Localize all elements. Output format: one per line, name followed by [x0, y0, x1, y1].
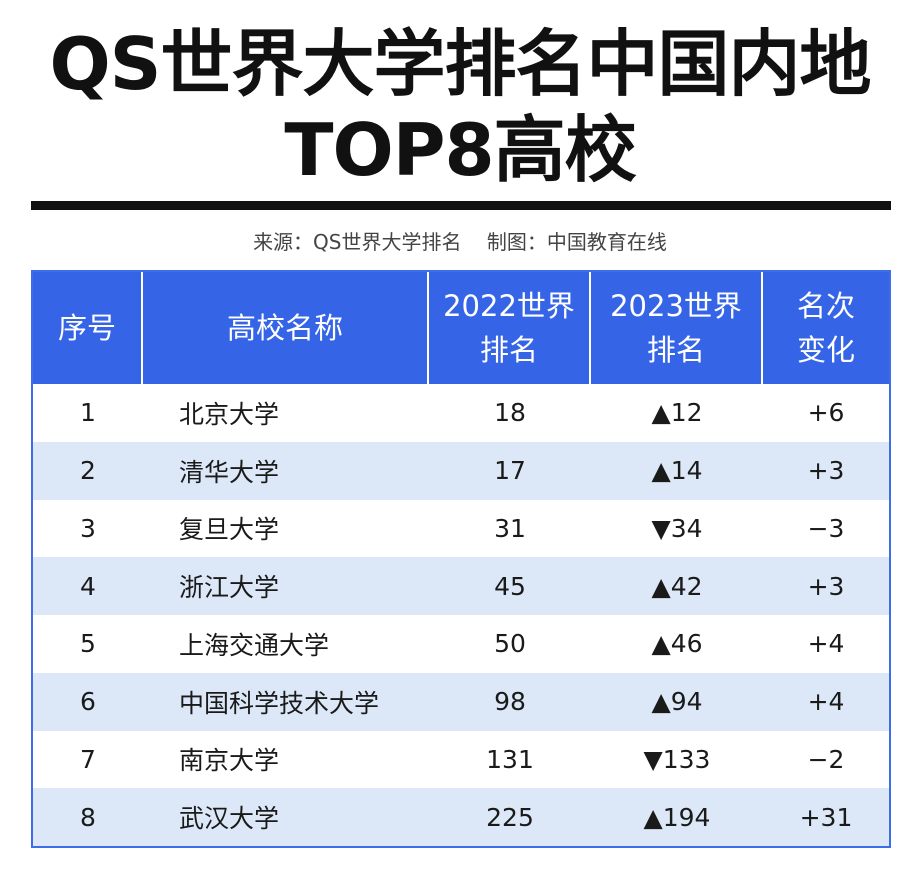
cell-index: 6 [80, 687, 96, 717]
ranking-table: 序号 高校名称 2022世界 排名 2023世界 排名 名次 变化 1 北京大学 18… [31, 270, 891, 848]
table-row: 5 上海交通大学 50 ▲46 +4 [33, 615, 889, 673]
cell-rank-2023: ▲12 [651, 398, 703, 428]
header-change-line2: 变化 [796, 333, 855, 367]
cell-rank-2022: 50 [494, 629, 526, 659]
cell-university: 浙江大学 [179, 573, 280, 603]
cell-university: 清华大学 [179, 457, 280, 487]
header-index: 序号 [33, 272, 143, 384]
table-row: 8 武汉大学 225 ▲194 +31 [33, 788, 889, 846]
cell-rank-2022: 225 [486, 802, 534, 832]
cell-rank-2022: 31 [494, 513, 526, 543]
title-divider [31, 201, 891, 210]
table-body: 1 北京大学 18 ▲12 +6 2 清华大学 17 ▲14 +3 3 复旦大学… [33, 384, 889, 846]
cell-change: −3 [807, 513, 845, 543]
cell-rank-2022: 17 [494, 456, 526, 486]
page-title-line1: QS世界大学排名中国内地 [49, 22, 871, 106]
cell-index: 5 [80, 629, 96, 659]
page-title-line2: TOP8高校 [284, 108, 636, 192]
cell-rank-2023: ▲46 [651, 629, 703, 659]
cell-university: 北京大学 [179, 399, 280, 429]
cell-rank-2022: 98 [494, 687, 526, 717]
table-row: 3 复旦大学 31 ▼34 −3 [33, 499, 889, 558]
cell-index: 7 [80, 744, 96, 774]
cell-rank-2023: ▼133 [643, 744, 711, 774]
cell-index: 8 [80, 802, 96, 832]
header-rank-2022: 2022世界 排名 [429, 272, 591, 384]
header-change: 名次 变化 [763, 272, 889, 384]
header-rank-2023-line2: 排名 [646, 333, 705, 367]
cell-change: +31 [799, 802, 853, 832]
cell-change: +3 [807, 456, 845, 486]
cell-rank-2023: ▲42 [651, 571, 703, 601]
header-rank-2023-line1: 2023世界 [610, 289, 742, 323]
cell-rank-2022: 131 [486, 744, 534, 774]
table-row: 4 浙江大学 45 ▲42 +3 [33, 557, 889, 615]
cell-change: +4 [807, 629, 845, 659]
cell-index: 3 [80, 513, 96, 543]
header-rank-2022-line2: 排名 [479, 333, 538, 367]
cell-university: 南京大学 [179, 746, 280, 776]
table-row: 6 中国科学技术大学 98 ▲94 +4 [33, 672, 889, 731]
cell-change: +3 [807, 571, 845, 601]
table-row: 7 南京大学 131 ▼133 −2 [33, 730, 889, 789]
cell-index: 2 [80, 456, 96, 486]
header-change-line1: 名次 [796, 289, 855, 323]
cell-rank-2023: ▼34 [651, 513, 703, 543]
header-rank-2022-line1: 2022世界 [443, 289, 575, 323]
cell-university: 武汉大学 [179, 804, 280, 834]
cell-university: 上海交通大学 [179, 630, 330, 660]
cell-rank-2023: ▲194 [643, 802, 711, 832]
cell-rank-2022: 18 [494, 398, 526, 428]
header-name: 高校名称 [143, 272, 429, 384]
cell-rank-2023: ▲14 [651, 456, 703, 486]
cell-change: +6 [807, 398, 845, 428]
table-row: 1 北京大学 18 ▲12 +6 [33, 384, 889, 442]
cell-rank-2022: 45 [494, 571, 526, 601]
cell-change: −2 [807, 744, 845, 774]
header-rank-2023: 2023世界 排名 [591, 272, 763, 384]
cell-index: 4 [80, 571, 96, 601]
cell-university: 中国科学技术大学 [179, 688, 380, 718]
table-row: 2 清华大学 17 ▲14 +3 [33, 441, 889, 500]
cell-index: 1 [80, 398, 96, 428]
table-header: 序号 高校名称 2022世界 排名 2023世界 排名 名次 变化 [33, 272, 889, 384]
cell-rank-2023: ▲94 [651, 687, 703, 717]
source-caption: 来源：QS世界大学排名 制图：中国教育在线 [253, 230, 667, 254]
cell-university: 复旦大学 [179, 515, 280, 545]
cell-change: +4 [807, 687, 845, 717]
